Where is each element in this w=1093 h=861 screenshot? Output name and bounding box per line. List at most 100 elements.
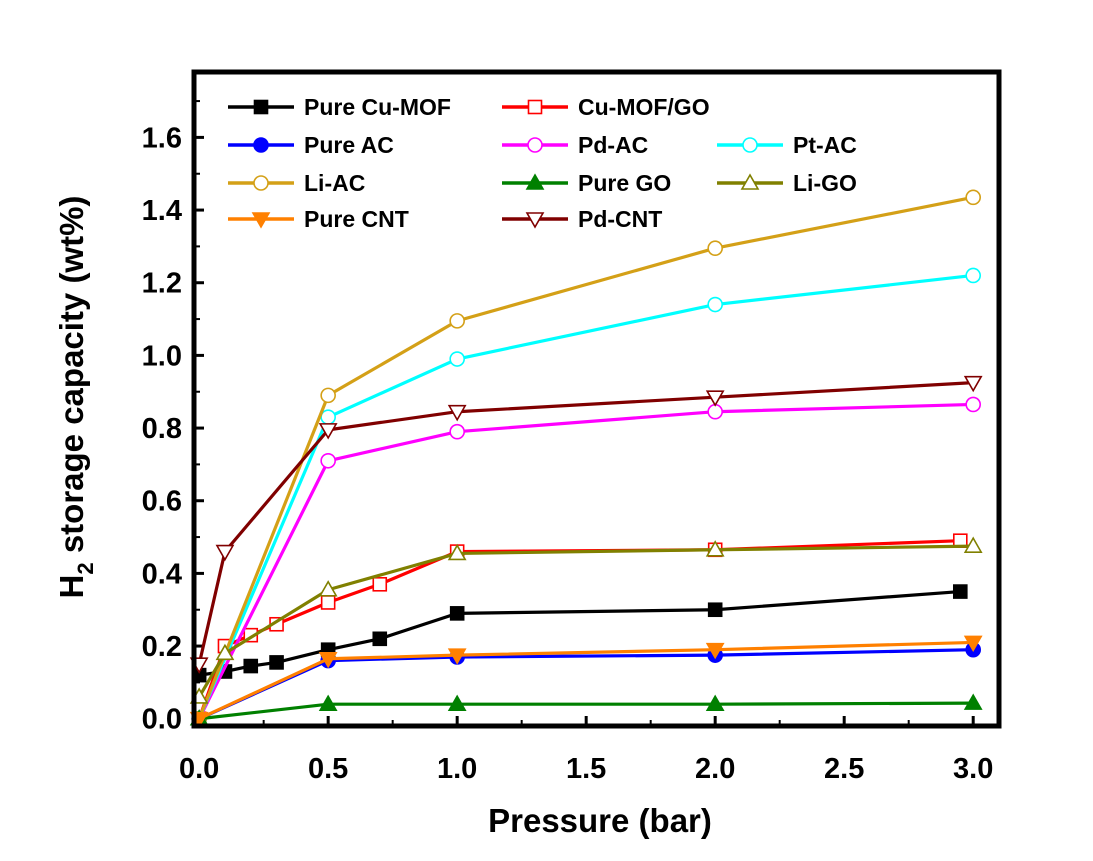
y-tick-label: 1.6: [142, 122, 182, 154]
series-line: [197, 402, 974, 720]
legend-swatch-marker: [253, 175, 269, 191]
data-point: [705, 642, 725, 660]
y-axis-title: H2 storage capacity (wt%): [53, 196, 98, 599]
data-point: [318, 423, 338, 440]
legend-swatch-marker: [525, 173, 545, 190]
legend-item: Pure GO: [502, 170, 671, 196]
y-tick-label: 0.0: [142, 704, 182, 736]
data-point: [707, 403, 723, 420]
series-line: [197, 544, 974, 698]
y-tick-label: 0.2: [142, 631, 182, 663]
legend-swatch-marker: [253, 137, 269, 153]
y-axis-title-subscript: 2: [73, 562, 98, 574]
y-tick-label: 0.4: [142, 558, 182, 590]
data-point: [707, 240, 723, 257]
legend-swatch-marker: [527, 99, 543, 115]
x-tick-label: 3.0: [953, 753, 993, 785]
data-point: [320, 595, 336, 610]
data-point: [318, 651, 338, 669]
data-point: [965, 267, 981, 284]
data-point: [965, 396, 981, 413]
legend-item: Li-GO: [717, 170, 857, 196]
data-point: [320, 387, 336, 404]
legend-item: Pure Cu-MOF: [228, 94, 451, 120]
legend-label: Li-GO: [793, 170, 857, 196]
data-point: [447, 648, 467, 665]
legend-item: Li-AC: [228, 170, 365, 196]
data-point: [952, 584, 968, 599]
y-tick-label: 1.2: [142, 268, 182, 300]
y-tick-label: 0.6: [142, 486, 182, 518]
legend-swatch-marker: [251, 212, 271, 229]
legend: Pure Cu-MOF Cu-MOF/GO Pure AC Pd-AC Pt-AC Li-…: [228, 94, 857, 232]
series-pd-cnt: [189, 375, 983, 674]
legend-label: Pure AC: [304, 132, 394, 158]
legend-label: Pure GO: [578, 170, 671, 196]
legend-swatch-marker: [527, 137, 543, 153]
y-tick-labels: 0.0 0.2 0.4 0.6 0.8 1.0 1.2 1.4 1.6: [142, 122, 182, 735]
data-point: [269, 655, 284, 670]
series-li-ac: [191, 189, 981, 727]
series-cu-mof-go: [191, 533, 968, 727]
legend-label: Pd-AC: [578, 132, 648, 158]
legend-item: Cu-MOF/GO: [502, 94, 710, 120]
legend-swatch-marker: [253, 99, 269, 115]
x-tick-label: 2.5: [824, 753, 864, 785]
x-tick-label: 0.0: [179, 753, 219, 785]
legend-label: Li-AC: [304, 170, 365, 196]
series-pd-ac: [191, 396, 981, 727]
data-point: [963, 375, 983, 393]
legend-label: Pd-CNT: [578, 206, 662, 232]
legend-swatch-marker: [742, 137, 758, 153]
legend-item: Pure CNT: [228, 206, 409, 232]
data-point: [705, 540, 725, 557]
data-point: [372, 576, 388, 592]
series-li-go: [189, 536, 983, 704]
data-point: [707, 296, 723, 313]
legend-item: Pd-CNT: [502, 206, 662, 232]
data-point: [447, 404, 467, 422]
data-point: [318, 694, 338, 712]
x-tick-label: 0.5: [308, 753, 348, 785]
legend-label: Pt-AC: [793, 132, 857, 158]
series-line: [197, 381, 974, 665]
series-line: [198, 589, 961, 677]
plot-frame: [191, 69, 1002, 729]
legend-swatch-marker: [525, 212, 545, 229]
data-point: [447, 694, 467, 712]
legend-label: Cu-MOF/GO: [578, 94, 710, 120]
legend-swatch-marker: [740, 173, 760, 190]
data-point: [707, 602, 723, 618]
data-point: [449, 606, 465, 621]
series-line: [197, 539, 961, 720]
x-tick-label: 1.0: [437, 753, 477, 785]
series-layer: [189, 189, 983, 729]
data-point: [963, 536, 983, 553]
data-point: [449, 351, 465, 367]
legend-item: Pt-AC: [717, 132, 857, 158]
data-point: [447, 543, 467, 561]
legend-item: Pure AC: [228, 132, 394, 158]
x-tick-label: 2.0: [695, 753, 735, 785]
x-axis-title: Pressure (bar): [488, 802, 712, 839]
legend-item: Pd-AC: [502, 132, 648, 158]
y-tick-label: 1.4: [142, 195, 182, 227]
series-pure-cnt: [189, 635, 983, 729]
data-point: [449, 423, 465, 440]
y-tick-label: 1.0: [142, 340, 182, 372]
data-point: [963, 693, 983, 710]
data-point: [372, 631, 388, 647]
data-point: [320, 409, 336, 425]
data-point: [449, 313, 465, 329]
series-line: [197, 195, 974, 720]
data-point: [215, 544, 235, 562]
data-point: [215, 643, 235, 661]
x-tick-label: 1.5: [566, 753, 606, 785]
data-point: [705, 694, 725, 712]
legend-label: Pure CNT: [304, 206, 409, 232]
data-point: [320, 452, 336, 469]
data-point: [963, 635, 983, 653]
data-point: [705, 390, 725, 407]
legend-label: Pure Cu-MOF: [304, 94, 451, 120]
data-point: [965, 189, 981, 206]
